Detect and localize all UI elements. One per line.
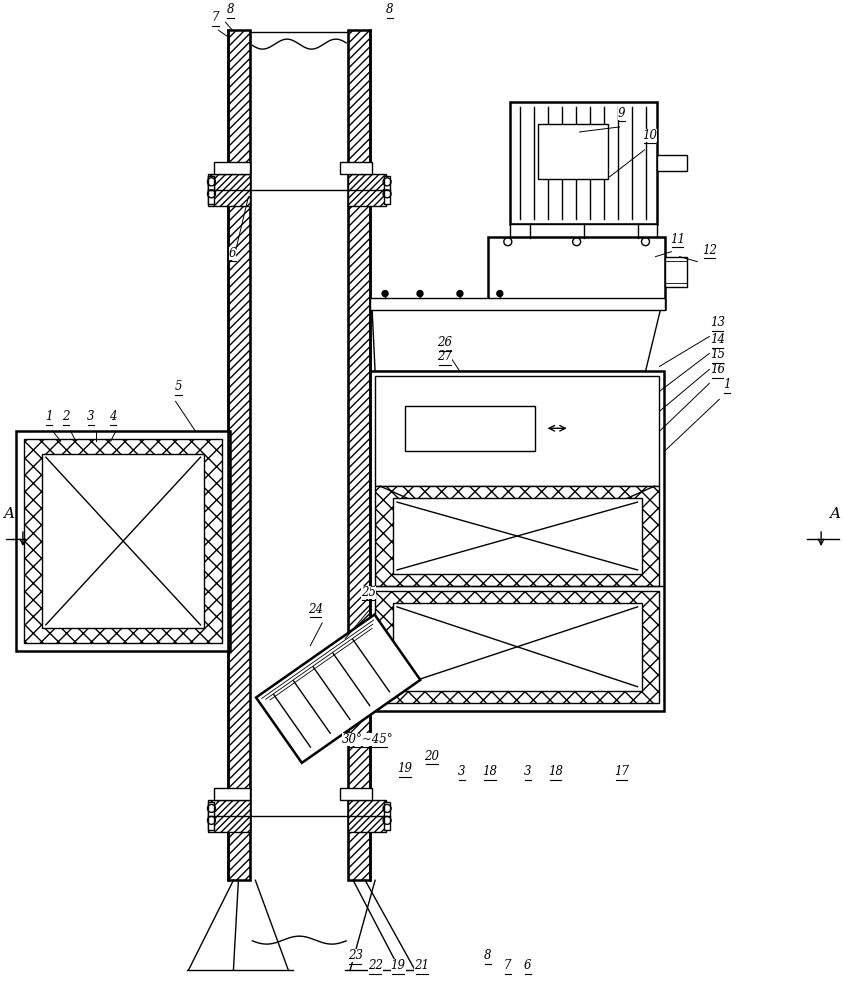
- Bar: [16, 431, 230, 651]
- Bar: [538, 124, 608, 179]
- Polygon shape: [256, 615, 421, 763]
- Polygon shape: [372, 310, 660, 371]
- Bar: [341, 788, 372, 800]
- Bar: [405, 406, 534, 451]
- Text: 13: 13: [710, 316, 725, 329]
- Bar: [348, 174, 386, 206]
- Bar: [228, 30, 250, 880]
- Circle shape: [382, 291, 388, 297]
- Text: 22: 22: [368, 959, 383, 972]
- Text: 1: 1: [45, 410, 52, 423]
- Bar: [510, 102, 658, 224]
- Circle shape: [457, 291, 463, 297]
- Text: 3: 3: [87, 410, 94, 423]
- Text: 8: 8: [484, 949, 491, 962]
- Text: 8: 8: [386, 3, 394, 16]
- Text: 9: 9: [618, 107, 626, 120]
- Bar: [393, 498, 642, 574]
- Text: 24: 24: [308, 603, 323, 616]
- Text: 6: 6: [228, 247, 236, 260]
- Text: 4: 4: [109, 410, 116, 423]
- Text: A: A: [830, 507, 840, 521]
- Text: 21: 21: [415, 959, 429, 972]
- Text: 19: 19: [390, 959, 405, 972]
- Text: 6: 6: [524, 959, 532, 972]
- Bar: [348, 800, 386, 832]
- Text: 7: 7: [504, 959, 512, 972]
- Text: 2: 2: [62, 410, 69, 423]
- Text: 30°~45°: 30°~45°: [342, 733, 394, 746]
- Bar: [370, 298, 665, 310]
- Bar: [208, 176, 214, 190]
- Bar: [393, 603, 642, 691]
- Text: A: A: [3, 507, 14, 521]
- Bar: [665, 257, 687, 287]
- Bar: [214, 788, 250, 800]
- Bar: [658, 155, 687, 171]
- Bar: [214, 162, 250, 174]
- Bar: [208, 174, 250, 206]
- Bar: [250, 30, 348, 880]
- Text: 11: 11: [670, 233, 685, 246]
- Circle shape: [417, 291, 423, 297]
- Bar: [370, 371, 664, 711]
- Bar: [488, 237, 665, 309]
- Text: 3: 3: [458, 765, 465, 778]
- Text: 19: 19: [398, 762, 412, 775]
- Bar: [375, 376, 659, 486]
- Text: 5: 5: [175, 380, 182, 393]
- Circle shape: [497, 291, 502, 297]
- Text: 16: 16: [710, 363, 725, 376]
- Text: 8: 8: [227, 3, 234, 16]
- Text: 23: 23: [347, 949, 362, 962]
- Text: 18: 18: [548, 765, 563, 778]
- Bar: [42, 454, 205, 628]
- Bar: [384, 176, 390, 204]
- Bar: [208, 176, 214, 204]
- Bar: [341, 162, 372, 174]
- Text: 1: 1: [723, 378, 731, 391]
- Bar: [208, 802, 214, 830]
- Text: 14: 14: [710, 333, 725, 346]
- Bar: [375, 591, 659, 703]
- Bar: [24, 439, 223, 643]
- Bar: [348, 30, 370, 880]
- Text: 15: 15: [710, 348, 725, 361]
- Text: 27: 27: [438, 350, 453, 363]
- Text: 3: 3: [524, 765, 532, 778]
- Text: 20: 20: [425, 750, 439, 763]
- Text: 18: 18: [482, 765, 497, 778]
- Text: 12: 12: [702, 244, 717, 257]
- Bar: [208, 800, 250, 832]
- Bar: [375, 486, 659, 586]
- Text: 25: 25: [361, 586, 376, 599]
- Bar: [384, 802, 390, 830]
- Text: 26: 26: [438, 336, 453, 349]
- Text: 17: 17: [614, 765, 629, 778]
- Text: 7: 7: [212, 11, 219, 24]
- Bar: [510, 224, 658, 238]
- Text: 10: 10: [642, 129, 657, 142]
